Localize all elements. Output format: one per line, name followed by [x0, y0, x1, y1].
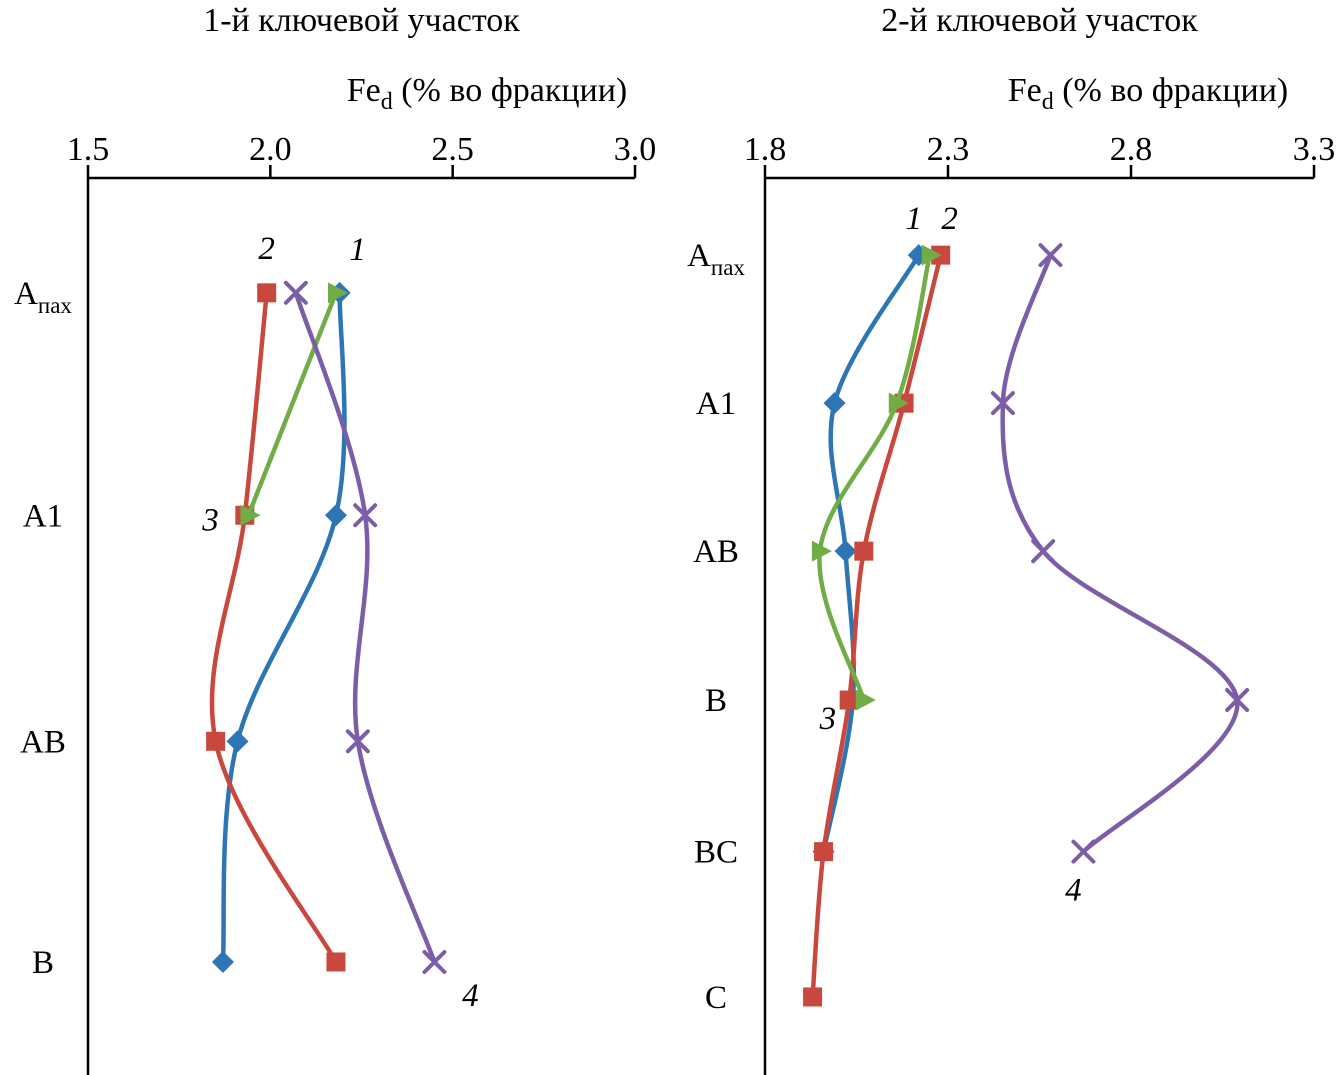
x-tick-label: 2.5 [431, 131, 474, 168]
data-point-diamond-1 [823, 392, 846, 415]
x-axis-title-rest: (% во фракции) [1053, 72, 1289, 109]
data-point-diamond-1 [226, 730, 249, 753]
data-point-triangle-3 [811, 540, 832, 562]
data-point-x-4 [1031, 539, 1056, 564]
data-point-square-2 [257, 283, 277, 303]
data-point-triangle-3 [888, 392, 909, 414]
series-number-label: 1 [905, 201, 922, 237]
series-line-3 [246, 290, 339, 518]
category-label: A1 [696, 386, 736, 422]
x-tick-label: 1.8 [744, 131, 787, 168]
data-point-x-4 [345, 729, 370, 754]
series-line-3 [817, 252, 932, 703]
data-point-x-4 [1071, 839, 1096, 864]
x-axis-title-right: Fed (% во фракции) [948, 72, 1341, 116]
series-number-label: 2 [258, 231, 275, 267]
series-number-label: 2 [941, 201, 958, 237]
x-tick-label: 3.3 [1293, 131, 1336, 168]
chart-title-right: 2-й ключевой участок [881, 2, 1198, 39]
x-tick-label: 2.8 [1110, 131, 1153, 168]
category-label: B [705, 683, 727, 719]
data-point-square-2 [326, 952, 346, 972]
x-tick-label: 1.5 [67, 131, 110, 168]
series-line-2 [209, 290, 339, 965]
x-tick-label: 2.0 [249, 131, 292, 168]
category-label: Апах [687, 238, 745, 280]
data-point-x-4 [990, 391, 1015, 416]
data-point-square-2 [803, 987, 823, 1007]
x-tick-label: 2.3 [927, 131, 970, 168]
x-axis-title-main: Fe [1007, 72, 1042, 109]
data-point-triangle-3 [855, 689, 876, 711]
category-label: B [32, 945, 54, 981]
data-point-triangle-3 [921, 244, 942, 266]
series-number-label: 3 [201, 502, 219, 538]
data-point-diamond-1 [834, 540, 857, 563]
category-label: Апах [14, 276, 72, 318]
x-tick-label: 3.0 [614, 131, 657, 168]
data-point-x-4 [422, 949, 447, 974]
category-label: C [705, 980, 727, 1016]
data-point-square-2 [854, 541, 874, 561]
data-point-square-2 [839, 690, 859, 710]
category-label: BC [694, 835, 738, 871]
data-point-x-4 [1038, 243, 1063, 268]
series-line-1 [220, 290, 347, 965]
data-point-square-2 [206, 731, 226, 751]
series-number-label: 3 [819, 701, 837, 737]
data-point-diamond-1 [211, 950, 234, 973]
series-number-label: 4 [462, 978, 479, 1014]
data-point-triangle-3 [327, 282, 348, 304]
data-point-triangle-3 [240, 504, 261, 526]
data-point-x-4 [283, 280, 308, 305]
x-axis-title-sub: d [1041, 88, 1054, 115]
x-axis-title-left: Fed (% во фракции) [287, 72, 687, 116]
series-line-2 [810, 252, 943, 1000]
x-axis-title-main: Fe [346, 72, 381, 109]
data-point-diamond-1 [324, 504, 347, 527]
x-axis-title-sub: d [380, 88, 393, 115]
category-label: A1 [23, 498, 63, 534]
series-line-4 [293, 290, 437, 965]
series-number-label: 4 [1065, 873, 1082, 909]
series-number-label: 1 [349, 232, 366, 268]
data-point-x-4 [1225, 688, 1250, 713]
data-point-x-4 [353, 503, 378, 528]
x-axis-title-rest: (% во фракции) [392, 72, 628, 109]
category-label: AB [20, 724, 66, 760]
chart-title-left: 1-й ключевой участок [203, 2, 520, 39]
data-point-square-2 [814, 842, 834, 862]
series-line-4 [1000, 252, 1240, 854]
category-label: AB [693, 534, 739, 570]
